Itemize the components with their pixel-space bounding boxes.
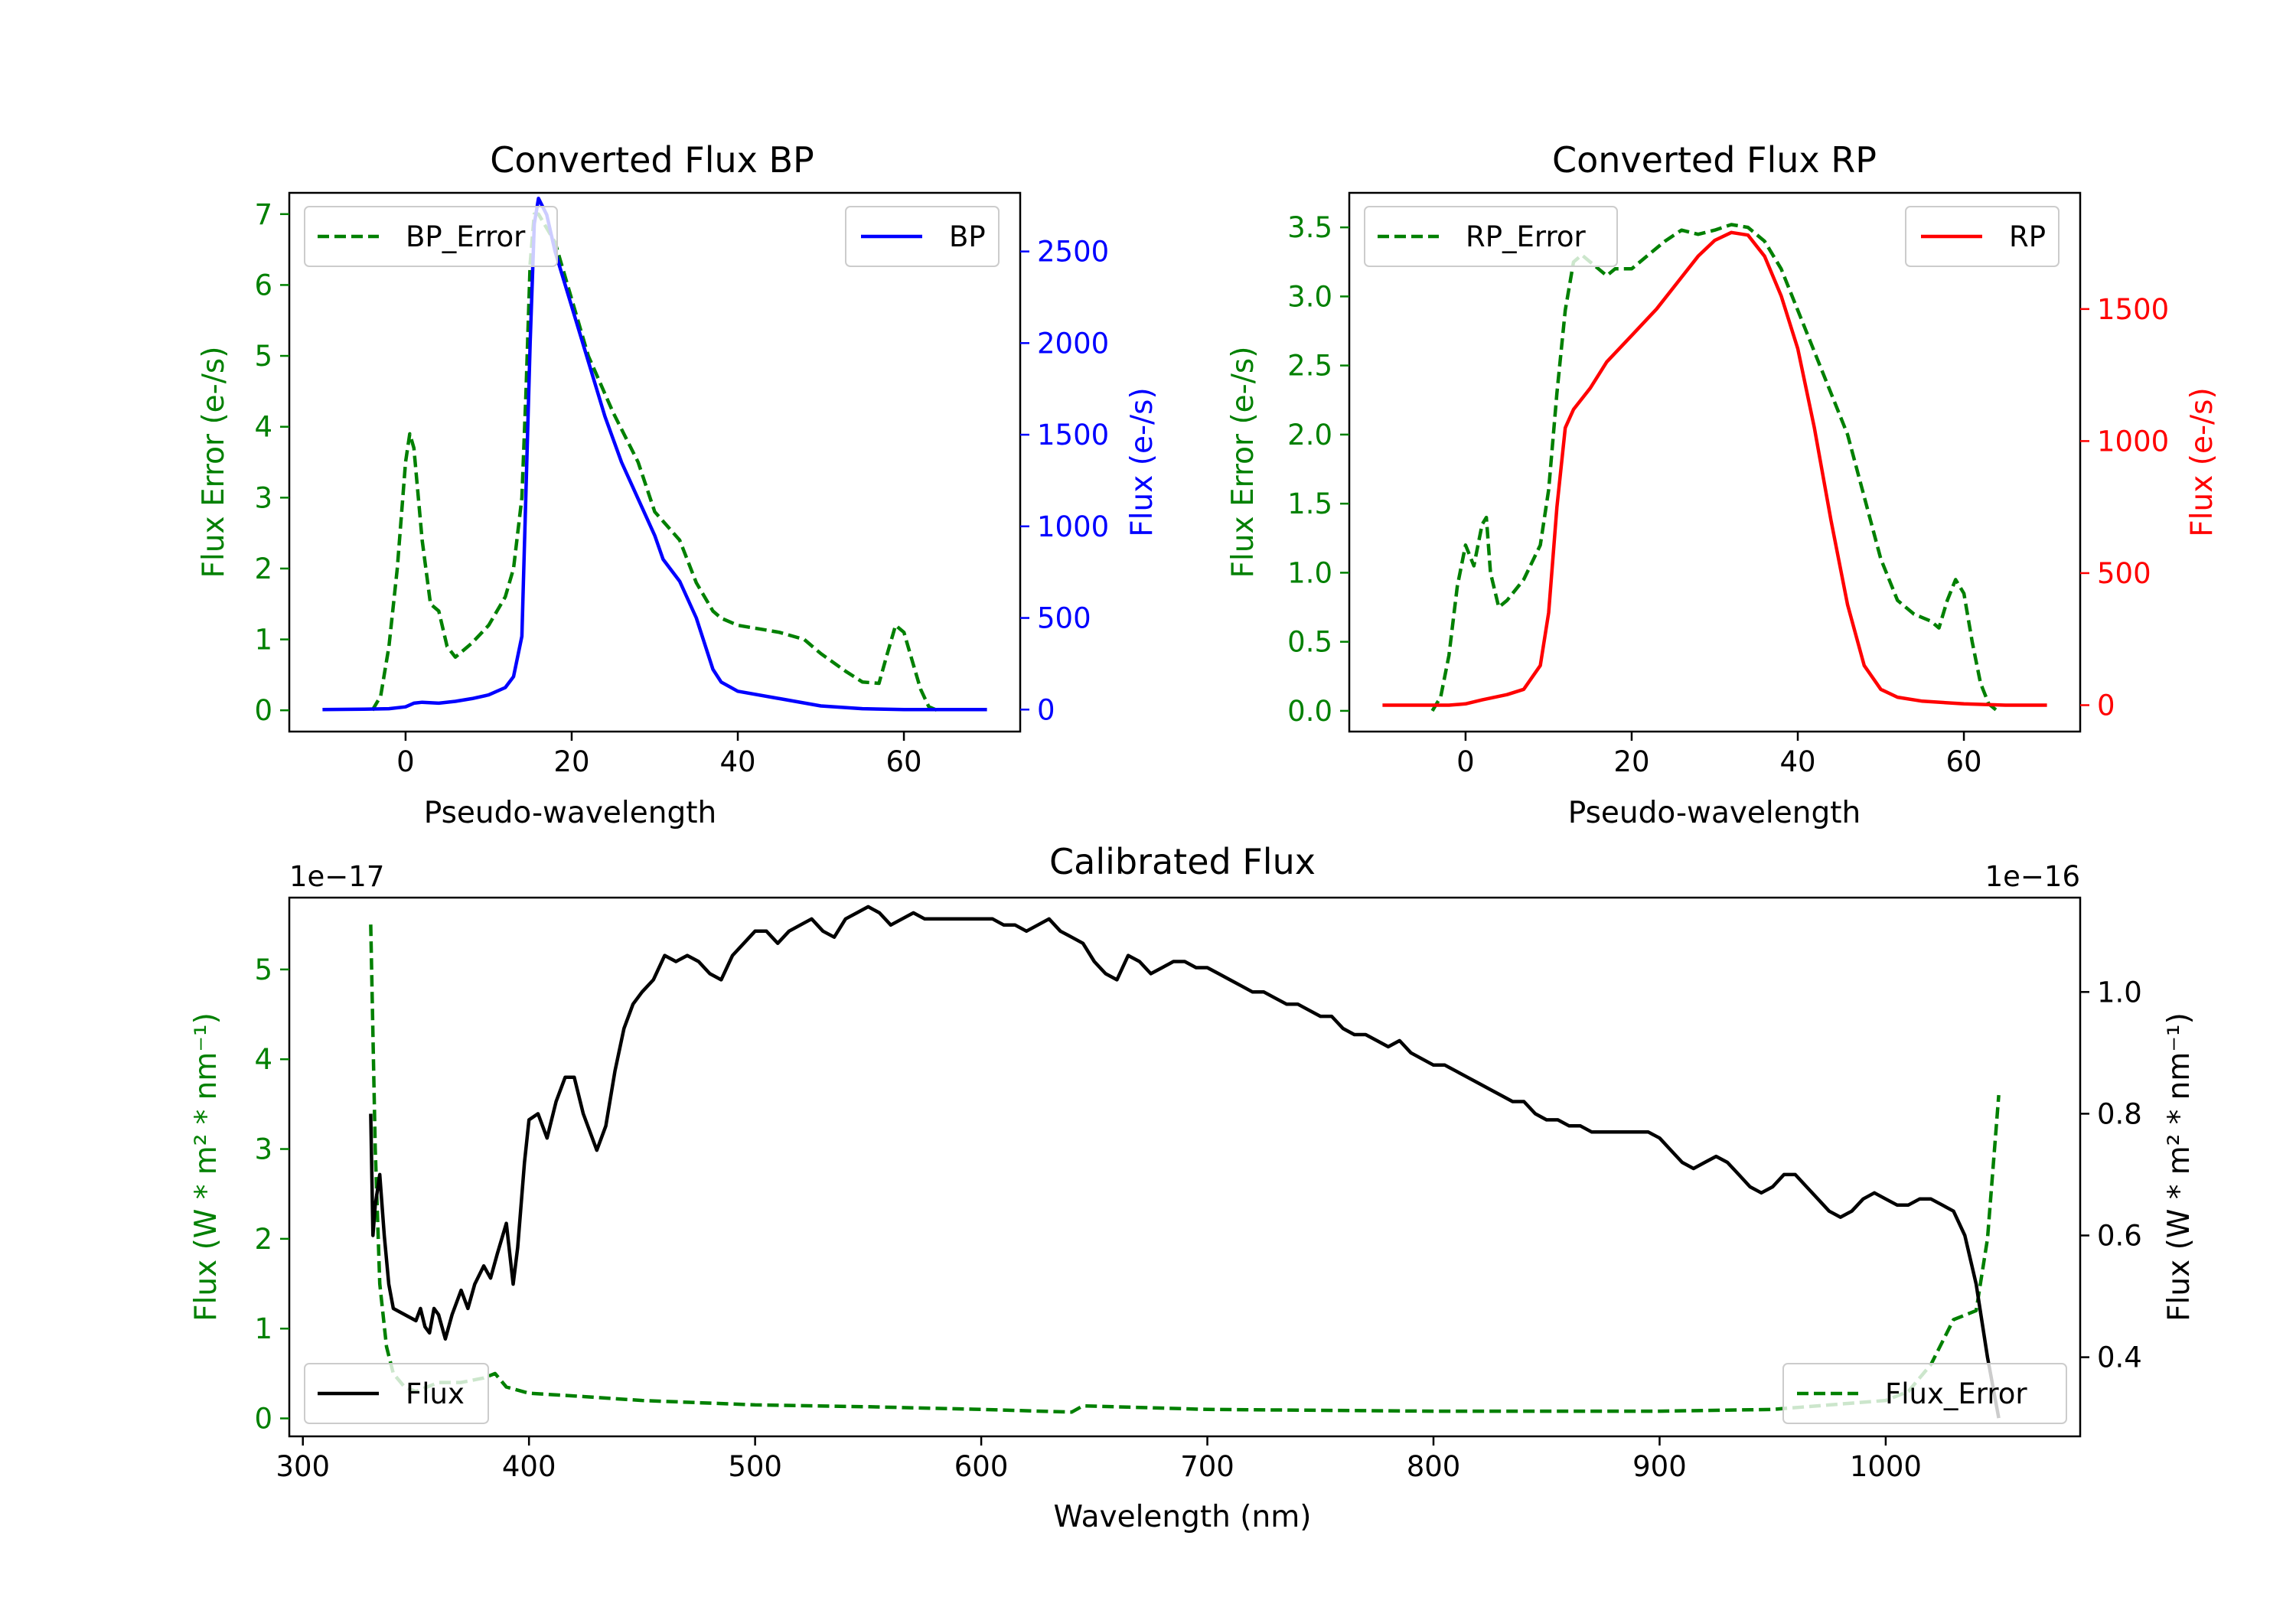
- bp-ylabel-left: Flux Error (e-/s): [197, 347, 231, 579]
- rp-xtick-label: 60: [1946, 745, 1982, 778]
- rp-legend-error-box: [1364, 206, 1618, 267]
- bp-legend-error-box: [304, 206, 558, 267]
- rp-left-ytick-label: 2.5: [1287, 350, 1332, 383]
- bp-right-ytick-label: 1500: [1037, 419, 1109, 451]
- cal-left-ytick-label: 1: [254, 1312, 272, 1345]
- rp-lines: [1382, 223, 2047, 712]
- rp-ylabel-left: Flux Error (e-/s): [1226, 347, 1261, 579]
- bp-right-ytick-label: 0: [1037, 693, 1055, 726]
- cal-legend-error: Flux_Error: [1782, 1363, 2067, 1424]
- bp-left-ytick-label: 5: [254, 340, 272, 373]
- cal-left-ytick-label: 4: [254, 1043, 272, 1076]
- cal-legend-error-box: [1782, 1363, 2067, 1424]
- rp-left-ytick-label: 1.0: [1287, 556, 1332, 589]
- rp-xtick-label: 20: [1613, 745, 1649, 778]
- bp-xtick-label: 40: [719, 745, 755, 778]
- bp-legend-error-label: BP_Error: [406, 220, 526, 253]
- cal-right-ytick-label: 1.0: [2097, 976, 2142, 1009]
- rp-legend-flux-label: RP: [2009, 220, 2046, 253]
- cal-legend-flux: Flux: [304, 1363, 489, 1424]
- rp-left-ytick-label: 3.5: [1287, 211, 1332, 244]
- rp-legend-error: RP_Error: [1364, 206, 1618, 267]
- cal-xtick-label: 700: [1180, 1450, 1234, 1483]
- rp-right-ytick-label: 0: [2097, 689, 2115, 722]
- bp-left-ytick-label: 0: [254, 694, 272, 727]
- rp-right-ytick-label: 1500: [2097, 293, 2169, 326]
- cal-ylabel-right: Flux (W * m² * nm⁻¹): [2162, 1012, 2197, 1322]
- cal-axes: 300 400 500 600 700 800 900 1000 0 1 2 3 4 5 0.4 0.6 0.8…: [254, 953, 2141, 1483]
- cal-xtick-label: 900: [1632, 1450, 1687, 1483]
- rp-plot-frame: [1348, 191, 2082, 733]
- rp-left-ytick-label: 3.0: [1287, 280, 1332, 313]
- rp-left-ytick-label: 0.0: [1287, 695, 1332, 728]
- rp-legend-flux: RP: [1905, 206, 2060, 267]
- bp-right-ytick-label: 2500: [1037, 236, 1109, 269]
- cal-xlabel: Wavelength (nm): [1054, 1500, 1312, 1534]
- bp-left-ytick-label: 3: [254, 481, 272, 514]
- bp-xtick-label: 20: [553, 745, 589, 778]
- cal-left-ytick-label: 0: [254, 1403, 272, 1436]
- panel-rp: Converted Flux RP 0 20 40 60 0.0 0.5 1.0 1.5 2.0…: [1226, 139, 2219, 830]
- cal-legend-error-label: Flux_Error: [1885, 1377, 2027, 1410]
- bp-left-ytick-label: 7: [254, 198, 272, 231]
- rp-series-rp-error-line: [1430, 223, 1998, 712]
- bp-left-ytick-label: 4: [254, 411, 272, 444]
- rp-right-ytick-label: 1000: [2097, 425, 2169, 458]
- rp-legend-error-label: RP_Error: [1466, 220, 1586, 253]
- cal-left-ytick-label: 2: [254, 1223, 272, 1256]
- cal-legend-flux-box: [304, 1363, 489, 1424]
- bp-xtick-label: 0: [396, 745, 415, 778]
- rp-xlabel: Pseudo-wavelength: [1568, 796, 1861, 830]
- rp-left-ytick-label: 1.5: [1287, 487, 1332, 520]
- bp-xlabel: Pseudo-wavelength: [424, 796, 716, 830]
- bp-ylabel-right: Flux (e-/s): [1125, 387, 1159, 536]
- bp-xtick-label: 60: [886, 745, 922, 778]
- cal-title: Calibrated Flux: [1049, 841, 1316, 882]
- panel-bp: Converted Flux BP 0 20 40 60 0 1 2 3 4 5 6 7 0 500 100…: [197, 139, 1159, 830]
- rp-xtick-label: 40: [1779, 745, 1815, 778]
- cal-xtick-label: 300: [276, 1450, 330, 1483]
- bp-legend-flux: BP: [845, 206, 1000, 267]
- cal-xtick-label: 400: [502, 1450, 556, 1483]
- bp-legend-error: BP_Error: [304, 206, 558, 267]
- bp-left-ytick-label: 1: [254, 624, 272, 657]
- cal-right-ytick-label: 0.6: [2097, 1219, 2142, 1252]
- rp-axes: 0 20 40 60 0.0 0.5 1.0 1.5 2.0 2.5 3.0 3.5 0 500 1000 1…: [1287, 211, 2169, 778]
- bp-right-ytick-label: 1000: [1037, 510, 1109, 543]
- cal-left-offset-text: 1e−17: [289, 860, 384, 893]
- bp-axes: 0 20 40 60 0 1 2 3 4 5 6 7 0 500 1000 1500 2000 2500: [254, 198, 1109, 778]
- rp-left-ytick-label: 0.5: [1287, 626, 1332, 659]
- bp-legend-flux-label: BP: [949, 220, 986, 253]
- rp-right-ytick-label: 500: [2097, 557, 2151, 590]
- cal-series-flux-line: [369, 905, 2001, 1419]
- rp-title: Converted Flux RP: [1552, 139, 1877, 181]
- cal-right-ytick-label: 0.4: [2097, 1341, 2142, 1374]
- rp-xtick-label: 0: [1456, 745, 1475, 778]
- bp-plot-frame: [288, 191, 1022, 733]
- bp-right-ytick-label: 2000: [1037, 327, 1109, 360]
- cal-xtick-label: 1000: [1850, 1450, 1922, 1483]
- cal-xtick-label: 500: [728, 1450, 782, 1483]
- rp-left-ytick-label: 2.0: [1287, 419, 1332, 451]
- bp-title: Converted Flux BP: [490, 139, 814, 181]
- cal-left-ytick-label: 5: [254, 953, 272, 986]
- bp-left-ytick-label: 2: [254, 553, 272, 585]
- panel-cal: Calibrated Flux 1e−17 1e−16 300 400 500 600…: [189, 841, 2197, 1534]
- cal-left-ytick-label: 3: [254, 1133, 272, 1166]
- cal-right-offset-text: 1e−16: [1985, 860, 2080, 893]
- rp-series-rp-line: [1382, 230, 2047, 707]
- cal-right-ytick-label: 0.8: [2097, 1097, 2142, 1130]
- cal-legend-flux-label: Flux: [406, 1377, 465, 1410]
- bp-left-ytick-label: 6: [254, 269, 272, 302]
- bp-right-ytick-label: 500: [1037, 602, 1091, 635]
- cal-plot-frame: [288, 896, 2082, 1438]
- rp-ylabel-right: Flux (e-/s): [2185, 387, 2219, 536]
- cal-ylabel-left: Flux (W * m² * nm⁻¹): [189, 1012, 223, 1322]
- cal-xtick-label: 800: [1407, 1450, 1461, 1483]
- cal-xtick-label: 600: [954, 1450, 1009, 1483]
